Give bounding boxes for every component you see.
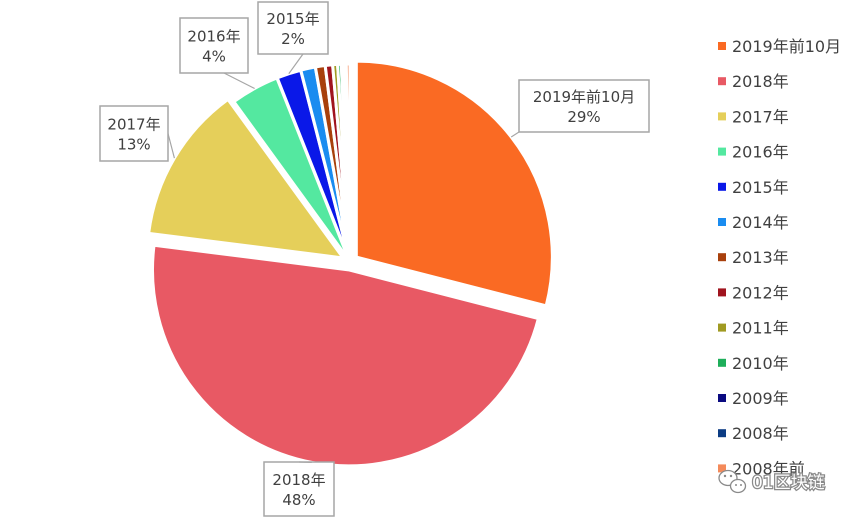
data-label-category: 2016年 bbox=[187, 28, 240, 46]
legend-swatch bbox=[718, 183, 726, 191]
legend-label: 2013年 bbox=[732, 248, 789, 267]
legend-entry-4: 2015年 bbox=[718, 178, 789, 197]
legend-label: 2009年 bbox=[732, 389, 789, 408]
data-label-4: 2015年 2% bbox=[258, 2, 328, 74]
legend-label: 2018年 bbox=[732, 72, 789, 91]
legend-label: 2016年 bbox=[732, 143, 789, 162]
data-label-percent: 29% bbox=[567, 108, 600, 126]
data-label-percent: 48% bbox=[282, 491, 315, 509]
leader-line bbox=[511, 132, 519, 137]
legend-label: 2008年 bbox=[732, 424, 789, 443]
data-label-percent: 13% bbox=[117, 136, 150, 154]
legend-entry-10: 2009年 bbox=[718, 389, 789, 408]
data-label-1: 2018年 48% bbox=[264, 462, 334, 516]
legend-label: 2014年 bbox=[732, 213, 789, 232]
legend-entry-2: 2017年 bbox=[718, 107, 789, 126]
legend-entry-9: 2010年 bbox=[718, 354, 789, 373]
data-label-percent: 4% bbox=[202, 48, 226, 66]
legend-entry-0: 2019年前10月 bbox=[718, 37, 841, 56]
data-label-3: 2016年 4% bbox=[180, 18, 255, 88]
legend-swatch bbox=[718, 218, 726, 226]
data-label-percent: 2% bbox=[281, 30, 305, 48]
legend-label: 2010年 bbox=[732, 354, 789, 373]
legend: 2019年前10月 2018年 2017年 2016年 2015年 2014年 2013年 2… bbox=[718, 37, 841, 478]
data-label-category: 2017年 bbox=[107, 116, 160, 134]
legend-swatch bbox=[718, 288, 726, 296]
legend-swatch bbox=[718, 253, 726, 261]
legend-entry-1: 2018年 bbox=[718, 72, 789, 91]
legend-swatch bbox=[718, 42, 726, 50]
watermark-text: 01区块链 bbox=[752, 473, 825, 493]
legend-swatch bbox=[718, 324, 726, 332]
data-label-2: 2017年 13% bbox=[100, 106, 174, 161]
watermark: 01区块链 bbox=[719, 471, 825, 494]
legend-label: 2015年 bbox=[732, 178, 789, 197]
legend-swatch bbox=[718, 359, 726, 367]
leader-line bbox=[168, 134, 174, 159]
legend-swatch bbox=[718, 148, 726, 156]
data-label-category: 2019年前10月 bbox=[533, 88, 635, 106]
legend-swatch bbox=[718, 394, 726, 402]
legend-swatch bbox=[718, 77, 726, 85]
pie-slices bbox=[149, 61, 553, 466]
data-label-category: 2018年 bbox=[272, 471, 325, 489]
legend-entry-3: 2016年 bbox=[718, 143, 789, 162]
legend-swatch bbox=[718, 112, 726, 120]
legend-entry-5: 2014年 bbox=[718, 213, 789, 232]
legend-entry-8: 2011年 bbox=[718, 319, 789, 338]
legend-swatch bbox=[718, 429, 726, 437]
legend-label: 2012年 bbox=[732, 283, 789, 302]
data-label-0: 2019年前10月 29% bbox=[511, 80, 649, 137]
legend-label: 2017年 bbox=[732, 107, 789, 126]
legend-label: 2019年前10月 bbox=[732, 37, 841, 56]
legend-entry-6: 2013年 bbox=[718, 248, 789, 267]
legend-entry-7: 2012年 bbox=[718, 283, 789, 302]
data-label-category: 2015年 bbox=[266, 10, 319, 28]
legend-label: 2011年 bbox=[732, 319, 789, 338]
leader-line bbox=[224, 73, 255, 88]
legend-entry-11: 2008年 bbox=[718, 424, 789, 443]
